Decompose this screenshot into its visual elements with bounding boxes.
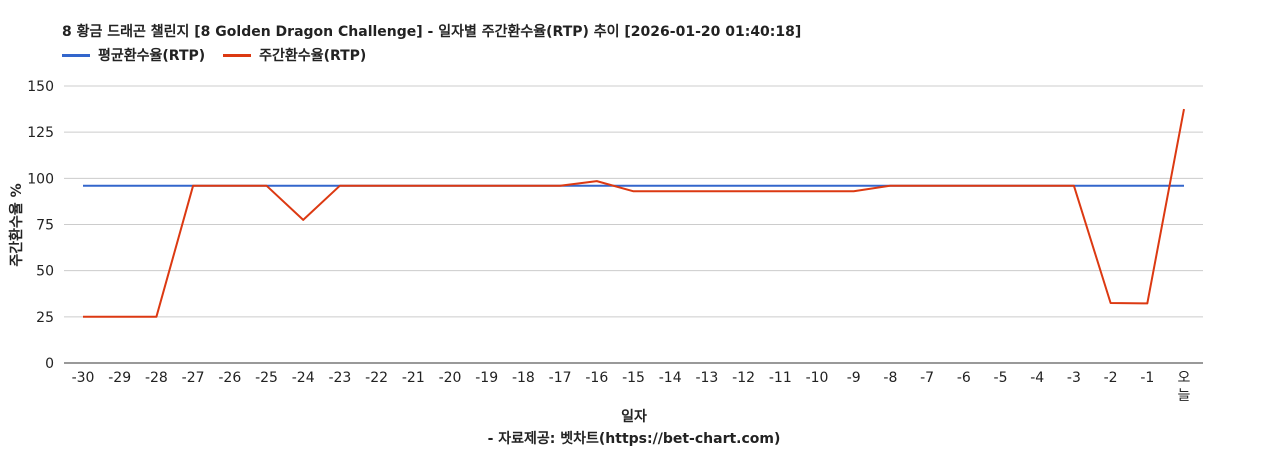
legend-swatch-average: [62, 53, 90, 57]
x-tick-label: -17: [549, 370, 572, 386]
x-tick-label: -10: [806, 370, 829, 386]
x-tick-label: -25: [255, 370, 278, 386]
x-tick-label: -14: [659, 370, 682, 386]
x-tick-label: -20: [439, 370, 462, 386]
y-tick-label: 75: [36, 218, 54, 234]
x-tick-label: -8: [883, 370, 897, 386]
legend-label-average: 평균환수율(RTP): [98, 48, 206, 64]
x-tick-label: -9: [847, 370, 861, 386]
x-tick-label: -24: [292, 370, 315, 386]
legend-swatch-weekly: [223, 53, 252, 57]
x-tick-label: -3: [1067, 370, 1081, 386]
x-tick-label: -23: [328, 370, 351, 386]
x-tick-label: -27: [182, 370, 205, 386]
y-tick-label: 0: [45, 356, 54, 372]
legend-label-weekly: 주간환수율(RTP): [259, 48, 367, 64]
x-tick-label: -15: [622, 370, 645, 386]
grid-layer: [64, 85, 1203, 364]
data-source-credit: - 자료제공: 벳차트(https://bet-chart.com): [487, 431, 781, 447]
y-tick-label: 50: [36, 264, 54, 280]
chart-legend: 평균환수율(RTP) 주간환수율(RTP): [62, 45, 366, 65]
legend-item-average[interactable]: 평균환수율(RTP): [62, 45, 205, 65]
y-tick-label: 125: [27, 125, 54, 141]
x-tick-label: -21: [402, 370, 425, 386]
x-tick-label: -7: [920, 370, 934, 386]
x-tick-label: -5: [994, 370, 1008, 386]
x-tick-label: -12: [732, 370, 755, 386]
legend-item-weekly[interactable]: 주간환수율(RTP): [223, 45, 366, 65]
chart-title: 8 황금 드래곤 챌린지 [8 Golden Dragon Challenge]…: [62, 24, 802, 40]
series-layer: [83, 108, 1185, 318]
x-tick-label: -4: [1030, 370, 1044, 386]
x-tick-label: -18: [512, 370, 535, 386]
y-axis-label: 주간환수율 %: [9, 183, 25, 267]
x-tick-label: -2: [1104, 370, 1118, 386]
x-tick-label: -16: [585, 370, 608, 386]
series-line-weekly: [83, 108, 1185, 318]
x-tick-label: -19: [475, 370, 498, 386]
x-tick-label: -22: [365, 370, 388, 386]
x-tick-label: -28: [145, 370, 168, 386]
x-tick-label: -29: [108, 370, 131, 386]
x-tick-label: -11: [769, 370, 792, 386]
y-tick-label: 150: [27, 79, 54, 95]
x-tick-label: -30: [72, 370, 95, 386]
y-tick-label: 25: [36, 310, 54, 326]
x-tick-labels: -30 -29 -28 -27 -26 -25 -24 -23 -22 -21 -20 -19 -18-…: [72, 370, 1191, 404]
x-tick-label: -13: [695, 370, 718, 386]
x-axis-label: 일자: [621, 409, 647, 425]
x-tick-label: -6: [957, 370, 971, 386]
x-tick-label: -1: [1140, 370, 1154, 386]
y-tick-labels: 0 25 50 75 100 125 150: [27, 79, 54, 372]
y-tick-label: 100: [27, 171, 54, 187]
x-tick-label: -26: [218, 370, 241, 386]
